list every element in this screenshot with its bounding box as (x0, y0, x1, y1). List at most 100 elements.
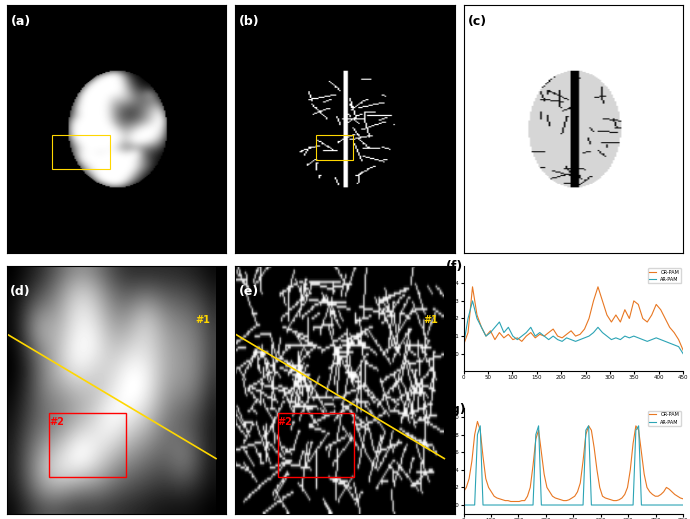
Text: (c): (c) (468, 15, 487, 28)
Text: (f): (f) (446, 261, 463, 274)
AR-PAM (639, 336, 647, 343)
AR-PAM (625, 335, 633, 341)
OR-PAM (615, 497, 623, 503)
OR-PAM (531, 335, 540, 341)
OR-PAM (571, 333, 580, 339)
AR-PAM (464, 316, 472, 322)
AR-PAM (666, 340, 674, 346)
OR-PAM (562, 331, 571, 337)
AR-PAM (607, 336, 615, 343)
OR-PAM (643, 319, 651, 325)
OR-PAM (648, 312, 656, 318)
OR-PAM (639, 316, 647, 322)
OR-PAM (504, 331, 513, 337)
OR-PAM (464, 330, 472, 336)
OR-PAM (657, 307, 665, 313)
OR-PAM (576, 331, 584, 337)
AR-PAM (616, 336, 624, 343)
OR-PAM (621, 307, 629, 313)
AR-PAM (657, 336, 665, 343)
AR-PAM (630, 333, 638, 339)
Text: #1: #1 (195, 315, 210, 325)
OR-PAM (585, 316, 593, 322)
AR-PAM (621, 333, 629, 339)
Bar (277, 414, 354, 476)
OR-PAM (594, 284, 602, 290)
OR-PAM (595, 484, 604, 490)
AR-PAM (580, 335, 589, 341)
OR-PAM (612, 312, 620, 318)
Bar (52, 135, 110, 169)
AR-PAM (469, 298, 477, 304)
AR-PAM (604, 502, 612, 508)
OR-PAM (634, 302, 642, 308)
AR-PAM (509, 333, 517, 339)
OR-PAM (660, 489, 668, 495)
OR-PAM (679, 496, 687, 502)
AR-PAM (648, 336, 656, 343)
AR-PAM (593, 502, 601, 508)
AR-PAM (495, 319, 504, 325)
Line: OR-PAM: OR-PAM (464, 287, 683, 350)
AR-PAM (460, 502, 468, 508)
OR-PAM (630, 298, 638, 304)
Text: (b): (b) (239, 15, 259, 28)
AR-PAM (679, 350, 687, 357)
OR-PAM (661, 316, 669, 322)
OR-PAM (589, 298, 598, 304)
Legend: OR-PAM, AR-PAM: OR-PAM, AR-PAM (648, 268, 680, 283)
AR-PAM (657, 502, 665, 508)
AR-PAM (486, 330, 495, 336)
AR-PAM (598, 330, 607, 336)
Text: (g): (g) (446, 403, 466, 416)
Legend: OR-PAM, AR-PAM: OR-PAM, AR-PAM (648, 411, 680, 426)
AR-PAM (562, 335, 571, 341)
OR-PAM (473, 418, 482, 425)
OR-PAM (513, 335, 522, 341)
Line: AR-PAM: AR-PAM (464, 301, 683, 353)
AR-PAM (491, 324, 499, 331)
Text: #2: #2 (49, 417, 64, 427)
OR-PAM (607, 319, 615, 325)
AR-PAM (612, 502, 620, 508)
OR-PAM (535, 331, 544, 337)
OR-PAM (558, 335, 566, 341)
Bar (49, 414, 126, 476)
AR-PAM (585, 333, 593, 339)
AR-PAM (526, 324, 535, 331)
AR-PAM (549, 333, 558, 339)
AR-PAM (595, 502, 604, 508)
AR-PAM (589, 330, 598, 336)
AR-PAM (661, 338, 669, 345)
OR-PAM (652, 302, 660, 308)
OR-PAM (607, 497, 615, 503)
OR-PAM (670, 330, 678, 336)
AR-PAM (518, 333, 526, 339)
AR-PAM (670, 342, 678, 348)
AR-PAM (603, 333, 611, 339)
OR-PAM (598, 298, 607, 304)
Line: AR-PAM: AR-PAM (464, 426, 683, 505)
OR-PAM (625, 316, 633, 322)
OR-PAM (549, 326, 558, 332)
AR-PAM (634, 335, 642, 341)
AR-PAM (560, 502, 568, 508)
OR-PAM (544, 330, 553, 336)
Text: (e): (e) (239, 285, 259, 298)
AR-PAM (675, 344, 683, 350)
OR-PAM (518, 338, 526, 345)
Text: #1: #1 (424, 315, 438, 325)
AR-PAM (553, 336, 562, 343)
OR-PAM (603, 312, 611, 318)
Line: OR-PAM: OR-PAM (464, 421, 683, 501)
AR-PAM (576, 336, 584, 343)
OR-PAM (500, 335, 508, 341)
OR-PAM (486, 327, 495, 334)
OR-PAM (675, 336, 683, 343)
Text: #2: #2 (277, 417, 293, 427)
AR-PAM (473, 316, 481, 322)
OR-PAM (598, 493, 607, 499)
OR-PAM (540, 333, 549, 339)
OR-PAM (495, 330, 504, 336)
AR-PAM (513, 336, 522, 343)
